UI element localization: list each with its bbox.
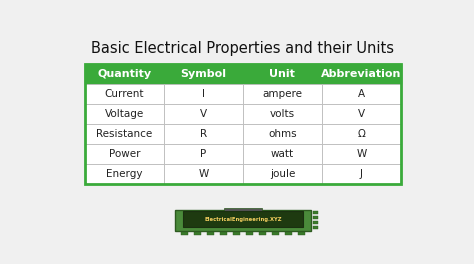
Bar xyxy=(164,84,243,104)
Text: A: A xyxy=(358,89,365,99)
Bar xyxy=(219,231,227,235)
Text: Resistance: Resistance xyxy=(96,129,153,139)
Text: Abbreviation: Abbreviation xyxy=(321,69,401,79)
Bar xyxy=(164,144,243,164)
Bar xyxy=(193,231,201,235)
Bar xyxy=(224,208,262,211)
Bar xyxy=(243,104,322,124)
Bar xyxy=(313,211,318,214)
Text: J: J xyxy=(360,169,363,179)
Text: I: I xyxy=(202,89,205,99)
Bar xyxy=(85,64,164,84)
Bar xyxy=(322,164,401,184)
Bar xyxy=(298,231,305,235)
Bar xyxy=(243,84,322,104)
Text: Power: Power xyxy=(109,149,140,159)
Text: ohms: ohms xyxy=(268,129,297,139)
Bar xyxy=(164,104,243,124)
Text: W: W xyxy=(198,169,209,179)
Text: watt: watt xyxy=(271,149,294,159)
Bar xyxy=(313,221,318,224)
Text: W: W xyxy=(356,149,366,159)
Text: P: P xyxy=(201,149,207,159)
Text: Basic Electrical Properties and their Units: Basic Electrical Properties and their Un… xyxy=(91,41,394,56)
Bar xyxy=(164,164,243,184)
Bar xyxy=(164,124,243,144)
Bar xyxy=(85,64,401,184)
Text: volts: volts xyxy=(270,109,295,119)
Text: joule: joule xyxy=(270,169,295,179)
Bar xyxy=(233,231,240,235)
Bar xyxy=(313,216,318,219)
Text: V: V xyxy=(358,109,365,119)
Bar xyxy=(322,104,401,124)
Text: V: V xyxy=(200,109,207,119)
Bar xyxy=(313,226,318,229)
Text: Ω: Ω xyxy=(357,129,365,139)
Bar xyxy=(85,104,164,124)
Bar xyxy=(285,231,292,235)
Bar xyxy=(243,144,322,164)
Bar xyxy=(322,144,401,164)
Bar xyxy=(175,210,311,231)
Bar xyxy=(243,64,322,84)
Bar xyxy=(85,164,164,184)
Text: Unit: Unit xyxy=(270,69,295,79)
Text: Current: Current xyxy=(105,89,144,99)
Text: ampere: ampere xyxy=(263,89,302,99)
Bar xyxy=(259,231,266,235)
Bar xyxy=(207,231,214,235)
Bar xyxy=(243,124,322,144)
Bar xyxy=(85,84,164,104)
Text: ElectricalEngineering.XYZ: ElectricalEngineering.XYZ xyxy=(204,217,282,222)
Bar xyxy=(322,64,401,84)
Text: Energy: Energy xyxy=(106,169,143,179)
Bar xyxy=(181,231,188,235)
Text: Symbol: Symbol xyxy=(181,69,227,79)
Text: Voltage: Voltage xyxy=(105,109,144,119)
Bar xyxy=(183,211,303,227)
Bar xyxy=(246,231,253,235)
Bar xyxy=(243,164,322,184)
Bar xyxy=(272,231,279,235)
Bar xyxy=(85,124,164,144)
Bar xyxy=(322,124,401,144)
Text: Quantity: Quantity xyxy=(97,69,152,79)
Bar xyxy=(164,64,243,84)
Text: R: R xyxy=(200,129,207,139)
Bar xyxy=(85,144,164,164)
Bar xyxy=(322,84,401,104)
